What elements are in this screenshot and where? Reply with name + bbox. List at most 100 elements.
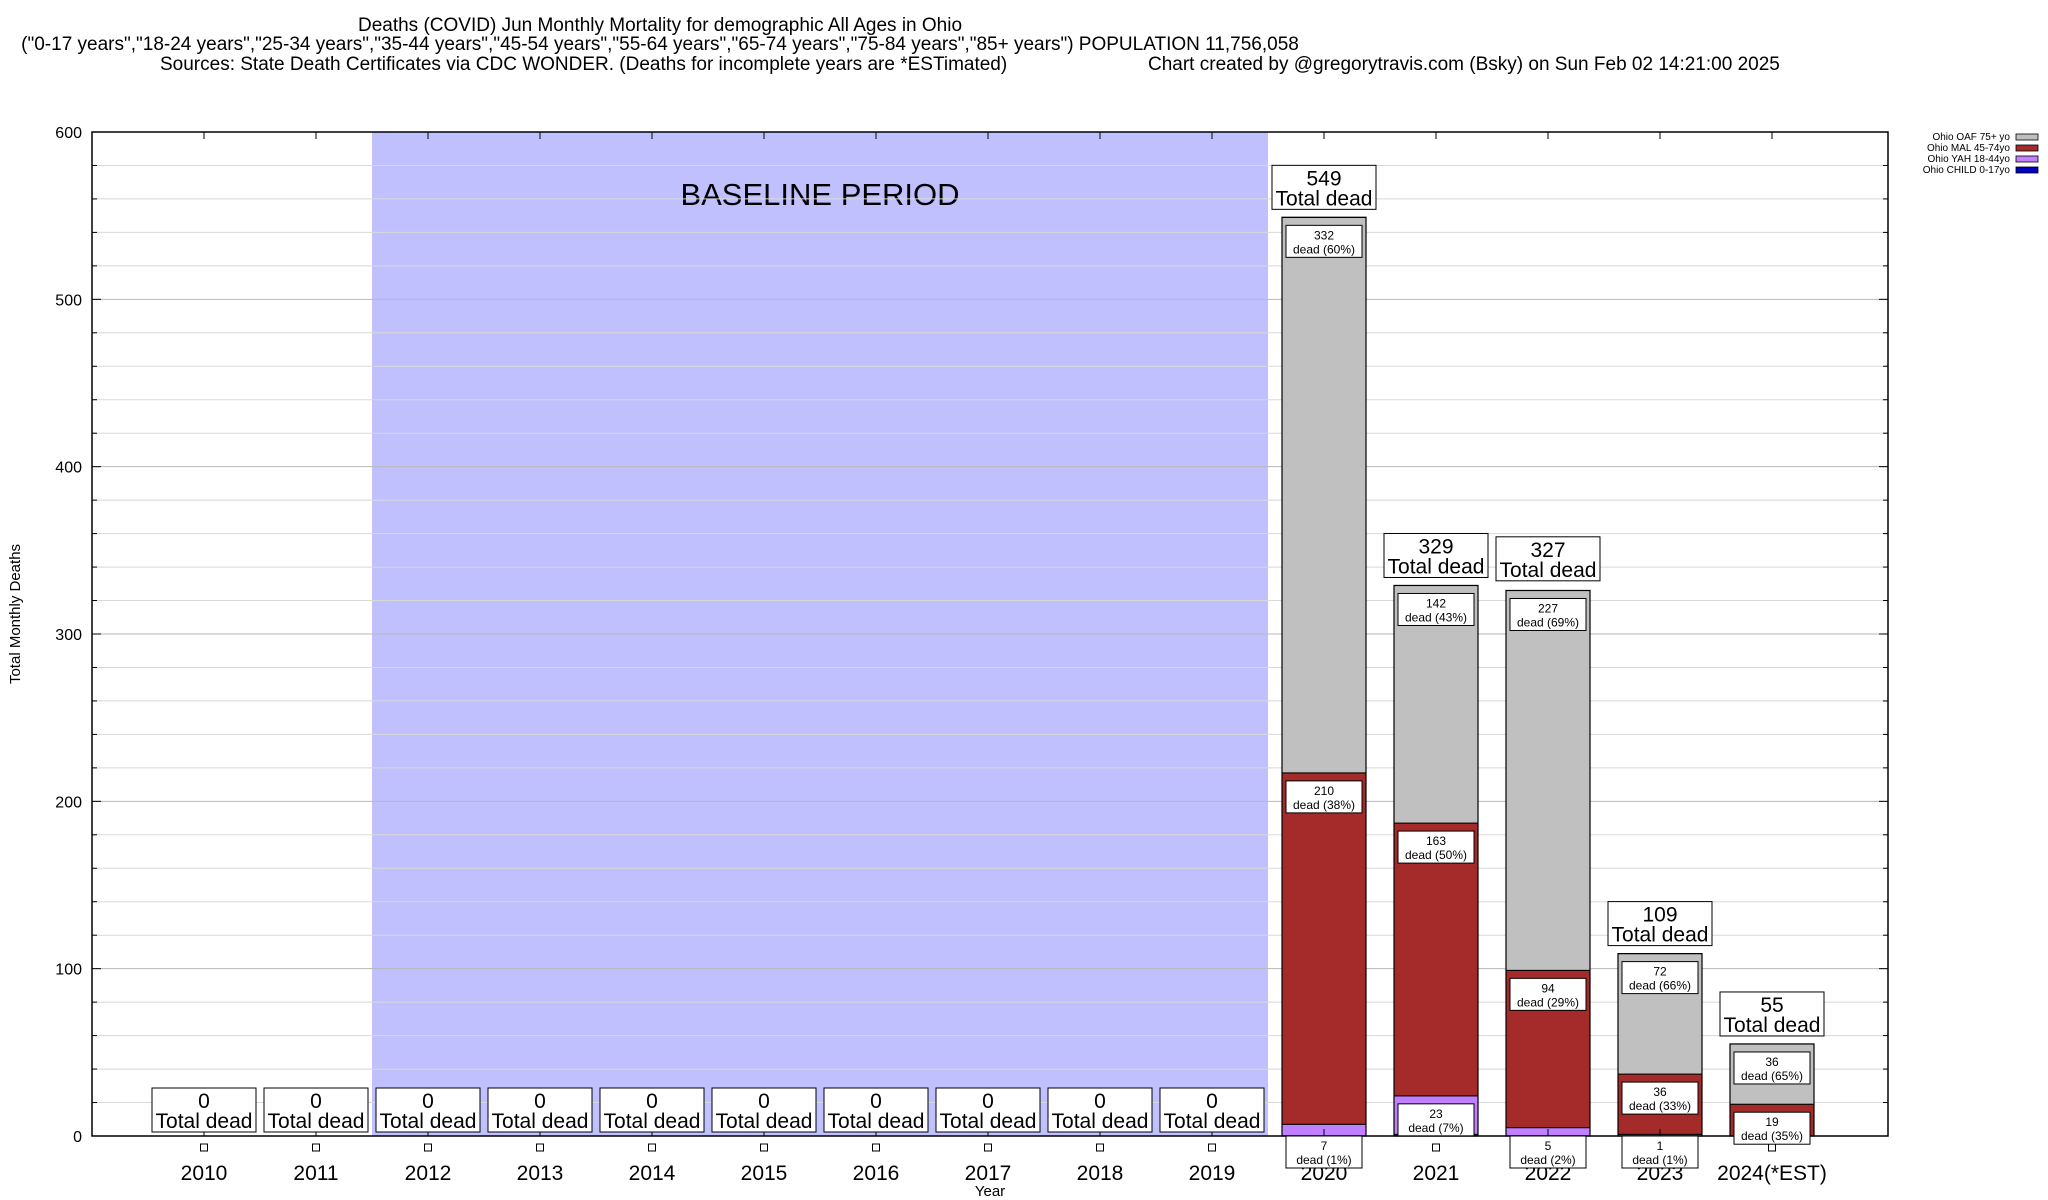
segment-label-box (1509, 977, 1587, 1011)
total-suffix: Total dead (716, 1110, 813, 1133)
segment-label-box (1621, 961, 1699, 995)
total-value: 55 (1760, 994, 1783, 1017)
total-suffix: Total dead (1612, 924, 1709, 947)
total-value: 0 (1094, 1090, 1106, 1113)
segment-label-pct: dead (7%) (1408, 1121, 1463, 1135)
bar-segment (1281, 216, 1367, 774)
total-suffix: Total dead (1276, 187, 1373, 210)
total-value: 0 (758, 1090, 770, 1113)
x-tick-label: 2019 (1189, 1162, 1236, 1185)
total-value: 0 (310, 1090, 322, 1113)
total-suffix: Total dead (1052, 1110, 1149, 1133)
segment-label-pct: dead (38%) (1293, 798, 1355, 812)
x-marker (1432, 1143, 1440, 1152)
segment-label-value: 36 (1765, 1055, 1779, 1069)
segment-label-box (1733, 1111, 1811, 1145)
total-value: 0 (646, 1090, 658, 1113)
chart-title: Deaths (COVID) Jun Monthly Mortality for… (358, 15, 962, 36)
segment-label-pct: dead (1%) (1296, 1153, 1351, 1167)
total-value: 329 (1418, 535, 1453, 558)
x-marker (424, 1143, 432, 1152)
segment-label-box (1285, 224, 1363, 258)
segment-label-box (1733, 1051, 1811, 1085)
legend-swatch (2015, 155, 2039, 163)
total-label-box (375, 1087, 481, 1133)
total-value: 327 (1530, 539, 1565, 562)
total-label-box (1495, 536, 1601, 582)
total-label-box (1719, 991, 1825, 1037)
segment-label-value: 19 (1765, 1115, 1779, 1129)
segment-label-box (1621, 1135, 1699, 1169)
legend-swatch (2015, 166, 2039, 174)
x-marker (984, 1143, 992, 1152)
total-label-box (935, 1087, 1041, 1133)
total-label-box (711, 1087, 817, 1133)
total-label-box (823, 1087, 929, 1133)
x-tick-label: 2014 (629, 1162, 676, 1185)
segment-label-pct: dead (29%) (1517, 995, 1579, 1009)
total-label-box (1383, 532, 1489, 578)
segment-label-pct: dead (50%) (1405, 848, 1467, 862)
total-label-box (1159, 1087, 1265, 1133)
x-tick-label: 2011 (293, 1162, 338, 1185)
x-tick-label: 2016 (853, 1162, 900, 1185)
y-tick-label: 400 (55, 460, 82, 477)
legend-label: Ohio CHILD 0-17yo (1923, 165, 2011, 176)
segment-label-value: 94 (1541, 981, 1555, 995)
y-tick-label: 100 (55, 962, 82, 979)
x-tick-label: 2015 (741, 1162, 788, 1185)
total-suffix: Total dead (1388, 555, 1485, 578)
x-marker (760, 1143, 768, 1152)
segment-label-value: 23 (1429, 1107, 1443, 1121)
total-suffix: Total dead (380, 1110, 477, 1133)
segment-label-box (1285, 780, 1363, 814)
y-tick-label: 200 (55, 794, 82, 811)
total-value: 0 (1206, 1090, 1218, 1113)
total-value: 0 (870, 1090, 882, 1113)
segment-label-box (1509, 597, 1587, 631)
segment-label-value: 72 (1653, 965, 1667, 979)
x-marker (648, 1143, 656, 1152)
segment-label-pct: dead (60%) (1293, 242, 1355, 256)
x-tick-label: 2018 (1077, 1162, 1124, 1185)
chart-subtitle: ("0-17 years","18-24 years","25-34 years… (21, 34, 1299, 55)
segment-label-box (1397, 830, 1475, 864)
segment-label-box (1621, 1081, 1699, 1115)
total-suffix: Total dead (1164, 1110, 1261, 1133)
total-label-box (599, 1087, 705, 1133)
x-tick-label: 2021 (1413, 1162, 1460, 1185)
segment-label-value: 227 (1538, 601, 1558, 615)
chart-sources: Sources: State Death Certificates via CD… (160, 54, 1007, 75)
total-label-box (1607, 901, 1713, 947)
segment-label-value: 5 (1545, 1139, 1552, 1153)
segment-label-pct: dead (65%) (1741, 1069, 1803, 1083)
segment-label-pct: dead (2%) (1520, 1153, 1575, 1167)
total-suffix: Total dead (1724, 1014, 1821, 1037)
segment-label-pct: dead (66%) (1629, 979, 1691, 993)
segment-label-pct: dead (69%) (1517, 615, 1579, 629)
y-tick-label: 0 (73, 1129, 82, 1146)
segment-label-value: 210 (1314, 784, 1334, 798)
legend-swatch (2015, 144, 2039, 152)
segment-label-value: 163 (1426, 834, 1446, 848)
x-marker (1208, 1143, 1216, 1152)
total-label-box (487, 1087, 593, 1133)
segment-label-box (1397, 592, 1475, 626)
total-label-box (1047, 1087, 1153, 1133)
segment-label-value: 142 (1426, 596, 1446, 610)
x-tick-label: 2017 (965, 1162, 1012, 1185)
total-suffix: Total dead (156, 1110, 253, 1133)
total-value: 0 (198, 1090, 210, 1113)
bar-segment (1505, 589, 1591, 971)
total-label-box (151, 1087, 257, 1133)
x-marker (872, 1143, 880, 1152)
total-value: 0 (982, 1090, 994, 1113)
x-marker (312, 1143, 320, 1152)
segment-label-box (1397, 1103, 1475, 1137)
x-marker (1768, 1143, 1776, 1152)
segment-label-pct: dead (35%) (1741, 1129, 1803, 1143)
x-tick-label: 2013 (517, 1162, 564, 1185)
legend-label: Ohio MAL 45-74yo (1927, 143, 2010, 154)
bar-segment (1393, 822, 1479, 1097)
segment-label-value: 36 (1653, 1085, 1667, 1099)
